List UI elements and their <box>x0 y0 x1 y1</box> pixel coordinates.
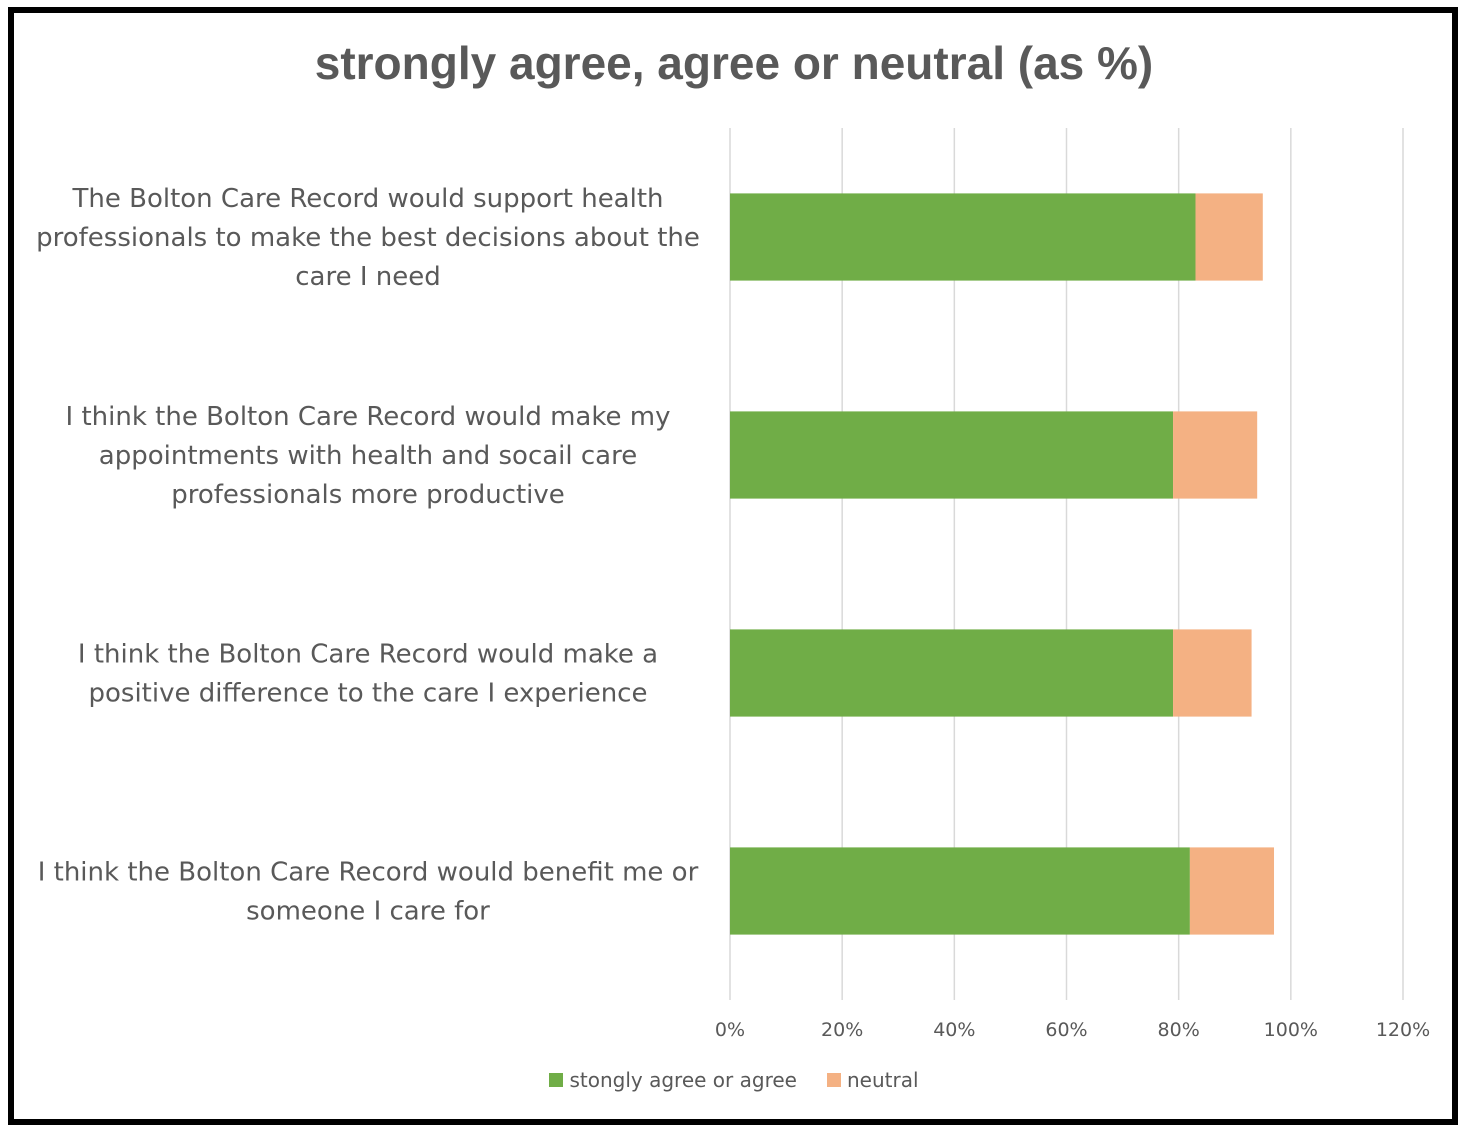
category-label-line: I think the Bolton Care Record would mak… <box>66 402 671 432</box>
x-tick-label-3: 60% <box>1045 1019 1087 1041</box>
category-label-line: The Bolton Care Record would support hea… <box>71 184 663 214</box>
legend-label-neutral: neutral <box>846 1068 919 1092</box>
category-label-line: I think the Bolton Care Record would ben… <box>38 858 699 888</box>
category-labels: The Bolton Care Record would support hea… <box>36 184 700 927</box>
x-tick-label-5: 100% <box>1264 1019 1318 1041</box>
category-label-line: someone I care for <box>246 897 490 927</box>
category-label-3: I think the Bolton Care Record would ben… <box>38 858 699 927</box>
bar-neutral-0 <box>1195 193 1263 281</box>
category-label-line: appointments with health and socail care <box>99 441 637 471</box>
category-label-2: I think the Bolton Care Record would mak… <box>78 640 658 709</box>
bar-agree-2 <box>730 629 1174 717</box>
category-label-1: I think the Bolton Care Record would mak… <box>66 402 671 510</box>
category-label-line: professionals to make the best decisions… <box>36 223 700 253</box>
category-label-0: The Bolton Care Record would support hea… <box>36 184 700 292</box>
bar-neutral-3 <box>1189 847 1275 935</box>
bar-neutral-1 <box>1173 411 1258 499</box>
x-axis-tick-labels: 0% 20% 40% 60% 80% 100% 120% <box>715 1019 1430 1041</box>
category-label-line: professionals more productive <box>171 480 565 510</box>
legend-item-neutral: neutral <box>826 1068 919 1092</box>
legend-swatch-agree <box>549 1073 564 1087</box>
x-tick-label-1: 20% <box>821 1019 863 1041</box>
bar-agree-0 <box>730 193 1196 281</box>
chart-title: strongly agree, agree or neutral (as %) <box>314 37 1154 89</box>
x-tick-label-0: 0% <box>715 1019 745 1041</box>
x-tick-label-2: 40% <box>933 1019 975 1041</box>
category-label-line: I think the Bolton Care Record would mak… <box>78 640 658 670</box>
bar-agree-1 <box>730 411 1174 499</box>
bars <box>730 193 1275 935</box>
chart-frame <box>8 7 1458 1125</box>
category-label-line: positive difference to the care I experi… <box>89 679 648 709</box>
bar-agree-3 <box>730 847 1190 935</box>
legend-label-agree: stongly agree or agree <box>569 1068 797 1092</box>
x-tick-label-4: 80% <box>1158 1019 1200 1041</box>
legend-item-agree: stongly agree or agree <box>549 1068 797 1092</box>
x-tick-label-6: 120% <box>1376 1019 1430 1041</box>
legend: stongly agree or agree neutral <box>0 1068 1468 1092</box>
category-label-line: care I need <box>295 262 441 292</box>
bar-neutral-2 <box>1173 629 1252 717</box>
legend-swatch-neutral <box>826 1073 841 1087</box>
